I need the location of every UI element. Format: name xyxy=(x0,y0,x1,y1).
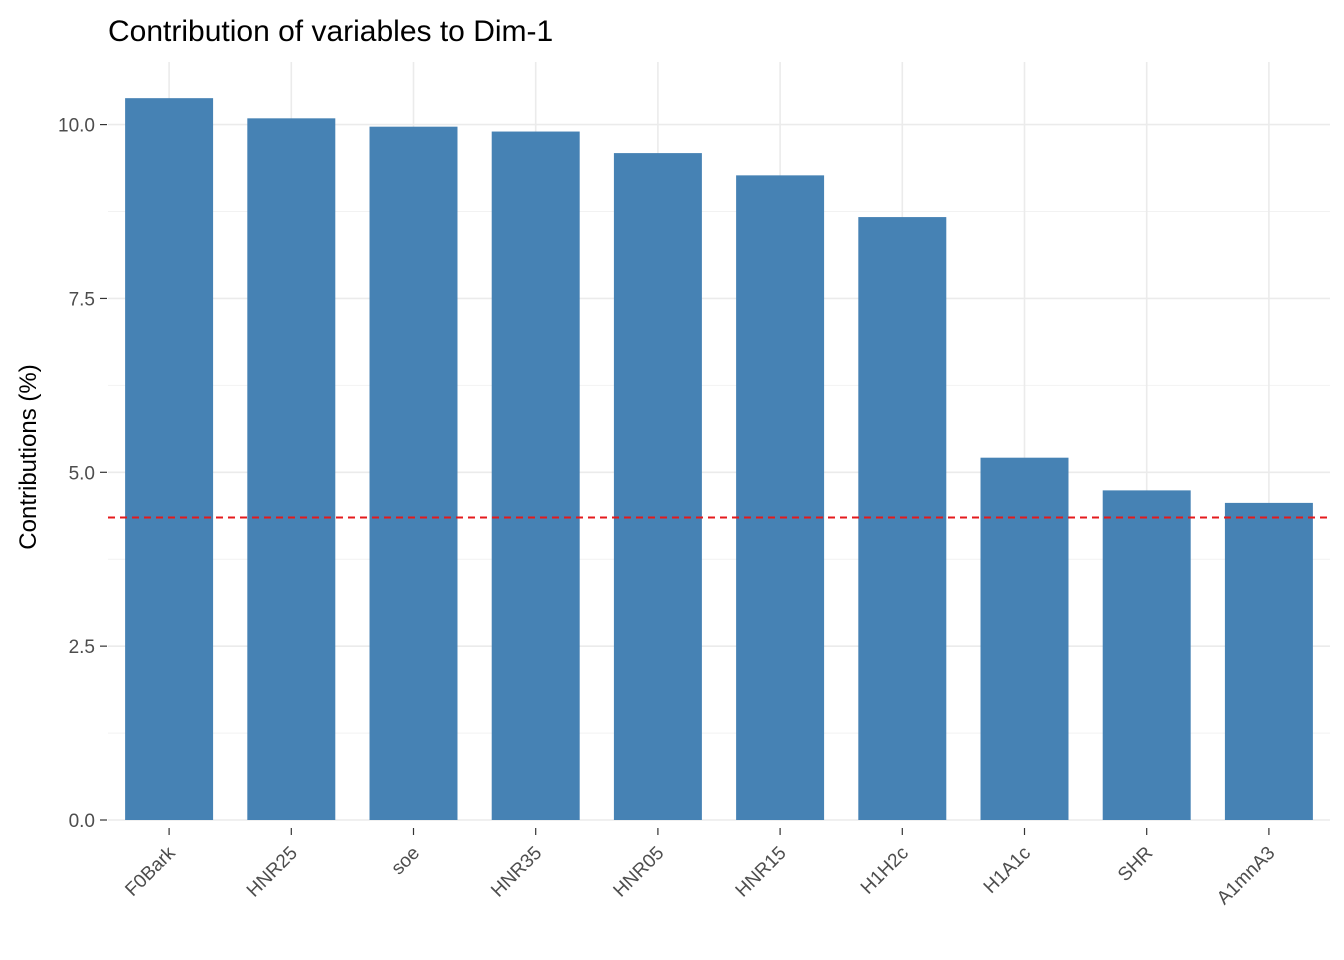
y-axis-title: Contributions (%) xyxy=(15,364,42,549)
x-tick-label: SHR xyxy=(1114,843,1157,886)
y-tick-label: 7.5 xyxy=(69,289,95,310)
x-tick-label: A1mnA3 xyxy=(1213,843,1279,909)
x-tick-label: F0Bark xyxy=(121,842,180,901)
x-tick-label: soe xyxy=(388,843,425,880)
bar-shr xyxy=(1102,490,1191,820)
x-tick-label: H1A1c xyxy=(980,843,1035,898)
y-tick-label: 10.0 xyxy=(58,116,95,137)
bar-h1a1c xyxy=(980,457,1069,820)
x-tick-label: HNR35 xyxy=(487,843,546,902)
bar-hnr35 xyxy=(491,131,580,821)
y-tick-label: 0.0 xyxy=(69,811,95,832)
chart-title: Contribution of variables to Dim-1 xyxy=(108,15,553,48)
x-axis: F0Bark HNR25 soe HNR35 HNR05 HNR15 H1H2c H1A1c S… xyxy=(121,828,1279,909)
x-tick-label: H1H2c xyxy=(857,843,913,899)
bar-f0bark xyxy=(125,98,214,820)
bar-hnr15 xyxy=(736,175,825,820)
bar-h1h2c xyxy=(858,217,947,821)
x-tick-label: HNR05 xyxy=(610,843,669,902)
y-tick-label: 2.5 xyxy=(69,637,95,658)
bar-hnr05 xyxy=(613,153,702,821)
y-tick-label: 5.0 xyxy=(69,463,95,484)
bar-soe xyxy=(369,126,458,820)
bar-a1mna3 xyxy=(1224,502,1313,820)
bar-layer xyxy=(125,98,1313,821)
y-axis: 0.0 2.5 5.0 7.5 10.0 xyxy=(58,116,107,832)
x-tick-label: HNR25 xyxy=(243,843,302,902)
bar-hnr25 xyxy=(247,118,336,821)
x-tick-label: HNR15 xyxy=(732,843,791,902)
